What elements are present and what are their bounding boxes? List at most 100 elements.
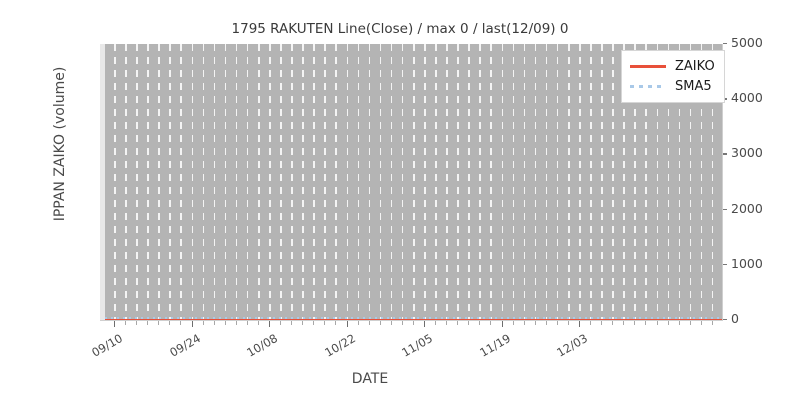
x-tick-minor (291, 321, 293, 325)
x-tick-label: 09/10 (89, 331, 125, 360)
x-tick-minor (379, 321, 381, 325)
gridline-vertical (424, 44, 426, 320)
gridline-vertical (601, 44, 603, 320)
legend-item-sma5[interactable]: SMA5 (630, 76, 715, 96)
gridline-vertical (401, 44, 404, 320)
x-tick-minor (567, 321, 569, 325)
x-tick-minor (512, 321, 514, 325)
x-tick-major (191, 321, 193, 327)
x-tick-minor (435, 321, 437, 325)
gridline-vertical (280, 44, 282, 320)
x-tick-minor (213, 321, 215, 325)
y-tick-label: 4000 (731, 90, 763, 106)
x-tick-minor (479, 321, 481, 325)
y-tick-mark (723, 153, 727, 155)
series-line-zaiko (105, 318, 722, 320)
gridline-vertical (612, 44, 614, 320)
x-tick-minor (280, 321, 282, 325)
y-tick-mark (723, 208, 727, 210)
x-tick-minor (590, 321, 592, 325)
gridline-vertical (147, 44, 149, 320)
x-tick-minor (147, 321, 149, 325)
legend-swatch-dotted-line-icon (630, 80, 666, 92)
x-tick-minor (523, 321, 525, 325)
x-tick-label: 09/24 (166, 331, 203, 360)
y-tick-label: 1000 (731, 255, 763, 271)
x-tick-label: 10/08 (244, 331, 280, 360)
legend-swatch-solid-line-icon (630, 60, 666, 72)
gridline-vertical (545, 44, 548, 320)
plot-area[interactable] (100, 44, 722, 320)
x-tick-minor (246, 321, 248, 325)
x-tick-minor (667, 321, 669, 325)
x-tick-minor (645, 321, 647, 325)
x-tick-label: 11/19 (476, 331, 513, 360)
x-tick-minor (446, 321, 448, 325)
series-line-sma5 (105, 316, 722, 319)
legend-label-zaiko: ZAIKO (675, 58, 715, 74)
x-tick-minor (601, 321, 603, 325)
x-tick-minor (235, 321, 237, 325)
gridline-vertical (501, 44, 504, 320)
x-tick-minor (324, 321, 326, 325)
chart-title: 1795 RAKUTEN Line(Close) / max 0 / last(… (231, 21, 569, 37)
gridline-vertical (435, 44, 437, 320)
y-tick-label: 0 (731, 311, 739, 326)
x-tick-minor (689, 321, 691, 325)
gridline-vertical (114, 44, 116, 320)
x-tick-minor (556, 321, 558, 325)
x-tick-minor (257, 321, 259, 325)
gridline-vertical (202, 44, 205, 320)
gridline-vertical (390, 44, 393, 320)
legend-item-zaiko[interactable]: ZAIKO (630, 56, 715, 76)
chart-legend[interactable]: ZAIKO SMA5 (621, 50, 725, 103)
gridline-vertical (678, 44, 681, 320)
x-tick-minor (468, 321, 470, 325)
x-tick-minor (711, 321, 713, 325)
gridline-vertical (269, 44, 271, 320)
gridline-vertical (357, 44, 360, 320)
y-tick-mark (723, 43, 727, 45)
gridline-vertical (567, 44, 570, 320)
gridline-vertical (490, 44, 493, 320)
gridline-vertical (446, 44, 448, 320)
x-tick-minor (700, 321, 702, 325)
gridline-vertical (523, 44, 526, 320)
gridline-vertical (579, 44, 581, 320)
x-tick-minor (335, 321, 337, 325)
x-axis-spine (100, 320, 723, 321)
x-tick-minor (158, 321, 160, 325)
y-tick-label: 2000 (731, 200, 763, 216)
legend-label-sma5: SMA5 (675, 78, 712, 94)
gridline-vertical (180, 44, 183, 320)
y-tick-label: 3000 (731, 145, 763, 161)
x-tick-minor (202, 321, 204, 325)
x-tick-minor (634, 321, 636, 325)
gridline-vertical (213, 44, 216, 320)
gridline-vertical (125, 44, 127, 320)
gridline-vertical (634, 44, 636, 320)
gridline-vertical (645, 44, 648, 320)
x-tick-major (269, 321, 271, 327)
gridline-vertical (556, 44, 559, 320)
gridline-vertical (667, 44, 670, 320)
gridline-vertical (700, 44, 703, 320)
x-tick-major (579, 321, 581, 327)
gridline-vertical (368, 44, 371, 320)
x-tick-minor (224, 321, 226, 325)
x-tick-minor (412, 321, 414, 325)
x-tick-minor (180, 321, 182, 325)
x-tick-minor (457, 321, 459, 325)
gridline-vertical (291, 44, 293, 320)
x-tick-minor (313, 321, 315, 325)
gridline-vertical (479, 44, 481, 320)
x-tick-label: 11/05 (399, 331, 435, 360)
gridline-vertical (158, 44, 160, 320)
x-tick-minor (678, 321, 680, 325)
x-tick-major (114, 321, 116, 327)
x-tick-label: 12/03 (554, 331, 590, 360)
gridline-vertical (136, 44, 138, 320)
y-tick-label: 5000 (731, 35, 763, 50)
gridline-vertical (191, 44, 194, 320)
